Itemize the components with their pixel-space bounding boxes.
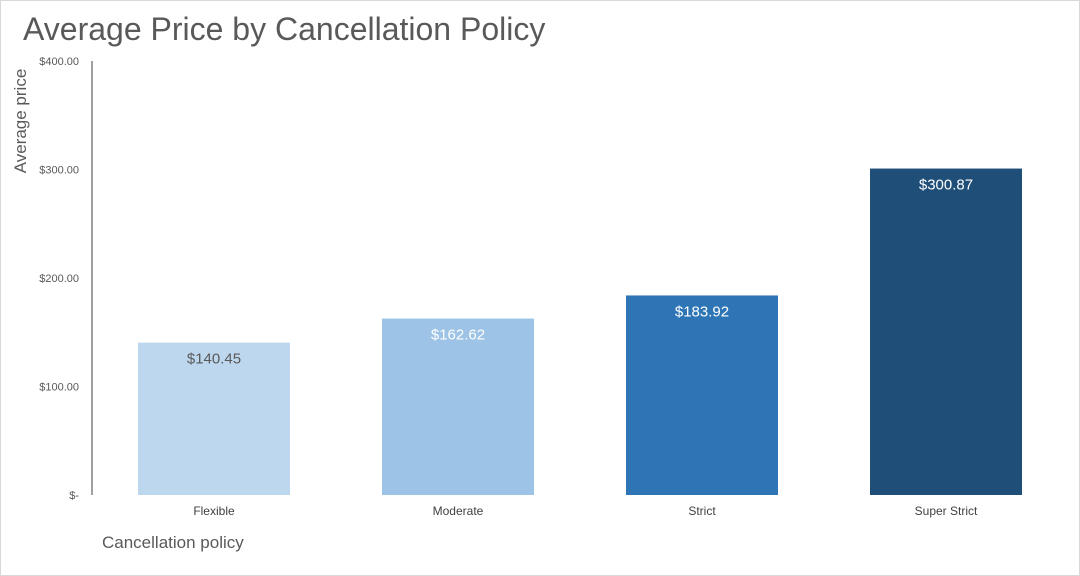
bar-data-label: $300.87 [919, 177, 973, 194]
bar [626, 295, 778, 495]
bar [382, 318, 534, 495]
bar-data-label: $183.92 [675, 303, 729, 320]
bar-data-label: $140.45 [187, 351, 241, 368]
y-tick-label: $300.00 [39, 165, 79, 177]
y-tick-label: $200.00 [39, 273, 79, 285]
x-category-label: Super Strict [915, 504, 978, 518]
bar-data-label: $162.62 [431, 327, 485, 344]
y-tick-label: $100.00 [39, 382, 79, 394]
x-axis-title: Cancellation policy [102, 533, 244, 552]
bars [138, 168, 1022, 496]
chart-title: Average Price by Cancellation Policy [23, 11, 546, 47]
x-axis-category-labels: Flexible Moderate Strict Super Strict [193, 504, 978, 518]
y-tick-label: $400.00 [39, 56, 79, 68]
bar [870, 168, 1022, 496]
y-axis-ticks: $- $100.00 $200.00 $300.00 $400.00 [39, 56, 79, 502]
x-category-label: Flexible [193, 504, 235, 518]
y-tick-label: $- [69, 490, 79, 502]
bar-data-labels: $140.45 $162.62 $183.92 $300.87 [187, 177, 973, 368]
x-category-label: Moderate [433, 504, 484, 518]
x-category-label: Strict [688, 504, 716, 518]
bar [138, 342, 290, 495]
